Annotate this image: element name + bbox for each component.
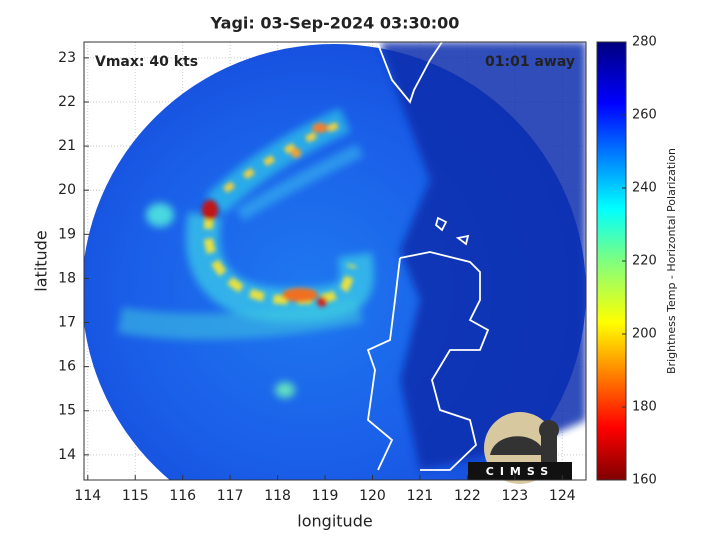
y-tick-label: 18 (58, 270, 76, 286)
plot-frame (83, 41, 587, 481)
y-tick-label: 14 (58, 447, 76, 463)
y-tick-label: 21 (58, 138, 76, 154)
colorbar (596, 41, 627, 481)
x-tick-label: 119 (312, 488, 339, 504)
x-axis-label: longitude (297, 512, 372, 531)
colorbar-tick-label: 220 (632, 254, 657, 269)
logo: CIMSS (468, 412, 572, 484)
x-tick-label: 116 (169, 488, 196, 504)
colorbar-label: Brightness Temp - Horizontal Polarizatio… (665, 148, 678, 374)
y-tick-label: 15 (58, 403, 76, 419)
y-tick-label: 23 (58, 50, 76, 66)
x-tick-label: 117 (217, 488, 244, 504)
y-tick-label: 22 (58, 94, 76, 110)
colorbar-tick-label: 180 (632, 400, 657, 415)
chart-title: Yagi: 03-Sep-2024 03:30:00 (210, 14, 460, 33)
x-tick-label: 114 (74, 488, 101, 504)
colorbar-tick-label: 160 (632, 473, 657, 488)
y-tick-label: 19 (58, 226, 76, 242)
colorbar-tick-label: 240 (632, 181, 657, 196)
logo-text: CIMSS (486, 465, 554, 478)
colorbar-tick-label: 200 (632, 327, 657, 342)
swath (84, 42, 586, 480)
y-tick-label: 17 (58, 315, 76, 331)
colorbar-tick-label: 260 (632, 108, 657, 123)
x-tick-label: 121 (407, 488, 434, 504)
x-tick-label: 120 (359, 488, 386, 504)
x-tick-label: 123 (501, 488, 528, 504)
annotation: Vmax: 40 kts (95, 54, 198, 70)
x-tick-label: 115 (122, 488, 149, 504)
x-tick-label: 122 (454, 488, 481, 504)
y-tick-label: 16 (58, 359, 76, 375)
colorbar-tick-label: 280 (632, 35, 657, 50)
y-axis-label: latitude (32, 230, 51, 291)
annotation: 01:01 away (485, 54, 575, 70)
x-tick-label: 124 (549, 488, 576, 504)
x-tick-label: 118 (264, 488, 291, 504)
y-tick-label: 20 (58, 182, 76, 198)
